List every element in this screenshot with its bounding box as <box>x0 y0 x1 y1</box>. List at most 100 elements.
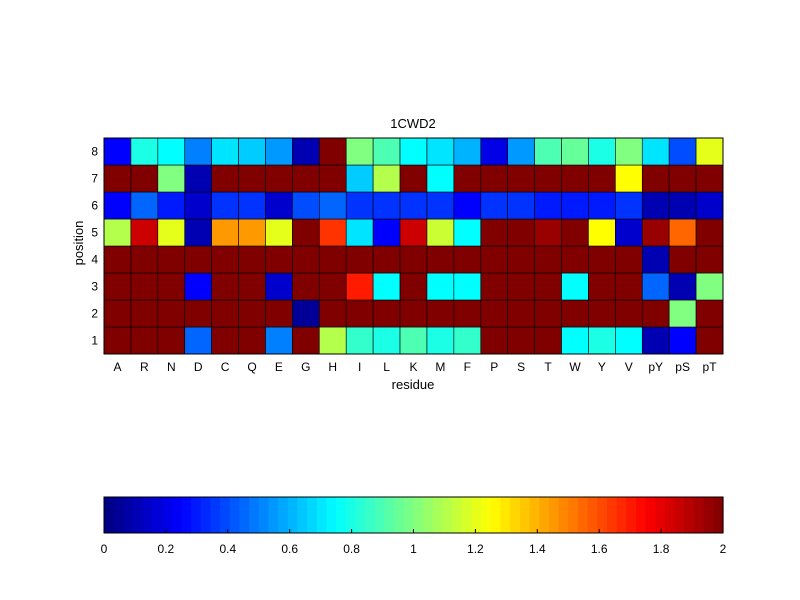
heatmap-cell <box>157 137 186 166</box>
colorbar-segment <box>297 497 308 533</box>
heatmap-cell <box>372 218 401 247</box>
heatmap-cell <box>130 326 159 355</box>
heatmap-cell <box>507 326 535 355</box>
heatmap-cell <box>453 218 482 247</box>
x-tick-label: H <box>328 360 337 374</box>
heatmap-cell <box>211 137 239 166</box>
colorbar-segment <box>539 497 550 533</box>
heatmap-cell <box>130 218 159 247</box>
heatmap-cell <box>372 272 401 301</box>
x-tick-label: I <box>358 360 361 374</box>
plot-frame <box>103 137 724 355</box>
y-tick-label: 1 <box>91 334 98 348</box>
heatmap-cell <box>157 245 186 274</box>
heatmap-cell <box>292 137 320 166</box>
y-tick-label: 3 <box>91 280 98 294</box>
heatmap-cell <box>668 191 697 220</box>
heatmap-cell <box>265 245 293 274</box>
heatmap-cell <box>534 218 562 247</box>
colorbar-segment <box>577 497 589 533</box>
heatmap-cell <box>668 245 697 274</box>
colorbar-segment <box>239 497 250 533</box>
heatmap-cell <box>641 164 670 193</box>
colorbar-segment <box>452 497 463 533</box>
colorbar-segment <box>200 497 211 533</box>
heatmap-cell <box>130 191 159 220</box>
heatmap-cell <box>615 272 643 301</box>
heatmap-cell <box>399 326 428 355</box>
heatmap-cell <box>668 164 697 193</box>
heatmap-cell <box>588 299 616 328</box>
heatmap-cell <box>453 299 482 328</box>
colorbar-segment <box>423 497 434 533</box>
x-tick-label: M <box>435 360 445 374</box>
colorbar <box>104 497 724 533</box>
heatmap-cell <box>534 191 562 220</box>
heatmap-cell <box>345 164 374 193</box>
heatmap-cell <box>641 326 670 355</box>
x-tick-label: V <box>625 360 633 374</box>
heatmap-cell <box>641 272 670 301</box>
heatmap-cell <box>588 218 616 247</box>
heatmap-cell <box>641 218 670 247</box>
heatmap-cell <box>184 137 212 166</box>
heatmap-cell <box>184 191 212 220</box>
heatmap-cell <box>695 272 724 301</box>
colorbar-segment <box>249 497 260 533</box>
colorbar-segment <box>481 497 492 533</box>
heatmap-cell <box>426 326 455 355</box>
colorbar-segment <box>713 497 724 533</box>
x-tick-label: S <box>517 360 525 374</box>
heatmap-cell <box>668 272 697 301</box>
x-tick-label: T <box>544 360 552 374</box>
heatmap-cell <box>103 272 132 301</box>
colorbar-segment <box>655 497 666 533</box>
heatmap-cell <box>561 137 589 166</box>
x-tick-label: E <box>275 360 283 374</box>
heatmap-cell <box>157 218 186 247</box>
heatmap-cell <box>345 137 374 166</box>
colorbar-segment <box>220 497 231 533</box>
heatmap-cell <box>426 191 455 220</box>
heatmap-cell <box>345 191 374 220</box>
heatmap-cell <box>641 245 670 274</box>
heatmap-cell <box>641 191 670 220</box>
heatmap-cell <box>265 218 293 247</box>
heatmap-cell <box>507 299 535 328</box>
colorbar-segment <box>268 497 279 533</box>
heatmap-cell <box>480 191 508 220</box>
colorbar-segment <box>365 497 376 533</box>
colorbar-segment <box>490 497 502 533</box>
heatmap-cell <box>103 218 132 247</box>
heatmap-cell <box>695 191 724 220</box>
heatmap-cell <box>534 272 562 301</box>
heatmap-cell <box>615 326 643 355</box>
heatmap-cell <box>292 272 320 301</box>
heatmap-cell <box>507 245 535 274</box>
heatmap-cell <box>157 326 186 355</box>
heatmap-cell <box>184 272 212 301</box>
colorbar-segment <box>568 497 579 533</box>
heatmap-cell <box>615 164 643 193</box>
y-tick-labels: 1 2 3 4 5 6 7 8 <box>91 145 98 348</box>
x-tick-label: R <box>140 360 149 374</box>
heatmap-cell <box>588 137 616 166</box>
heatmap-cell <box>211 164 239 193</box>
heatmap-cell <box>372 164 401 193</box>
x-tick-label: A <box>113 360 121 374</box>
heatmap-cell <box>561 299 589 328</box>
colorbar-segment <box>529 497 540 533</box>
heatmap-cell <box>426 137 455 166</box>
heatmap-cell <box>399 272 428 301</box>
colorbar-tick-label: 1.2 <box>467 542 484 556</box>
colorbar-segment <box>142 497 153 533</box>
colorbar-segment <box>394 497 405 533</box>
heatmap-cell <box>238 326 266 355</box>
colorbar-segment <box>616 497 627 533</box>
heatmap-cell <box>507 191 535 220</box>
heatmap-cell <box>292 164 320 193</box>
heatmap-cell <box>318 299 347 328</box>
y-tick-label: 6 <box>91 199 98 213</box>
heatmap-cell <box>265 191 293 220</box>
